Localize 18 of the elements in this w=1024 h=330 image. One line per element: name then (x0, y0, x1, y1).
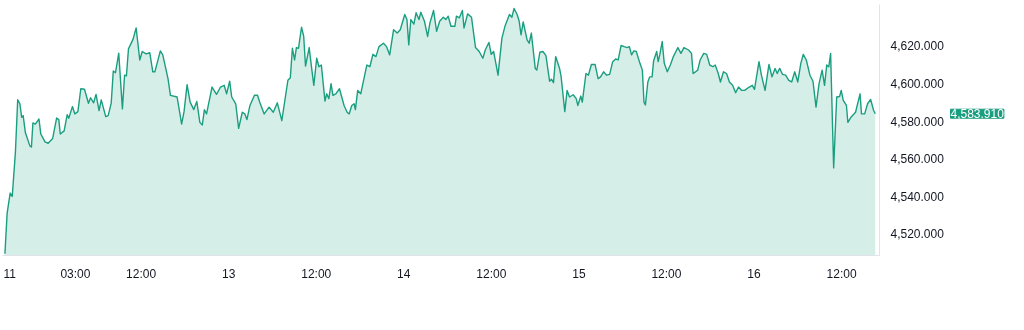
y-tick-label: 4,540.000 (890, 189, 945, 204)
y-tick-label: 4,520.000 (890, 227, 945, 242)
y-tick-label: 4,580.000 (890, 114, 945, 129)
x-tick-label: 16 (747, 266, 762, 281)
x-tick-label: 12:00 (826, 266, 857, 281)
x-tick-label: 15 (572, 266, 586, 281)
y-tick-label: 4,560.000 (890, 152, 945, 167)
x-tick-label: 11 (3, 266, 17, 281)
x-tick-label: 12:00 (301, 266, 332, 281)
x-tick-label: 13 (222, 266, 236, 281)
y-tick-label: 4,600.000 (890, 76, 945, 91)
x-tick-label: 14 (397, 266, 411, 281)
x-tick-label: 12:00 (651, 266, 682, 281)
x-tick-label: 12:00 (476, 266, 507, 281)
y-tick-label: 4,620.000 (890, 39, 945, 54)
x-tick-label: 12:00 (126, 266, 157, 281)
x-tick-label: 03:00 (60, 266, 91, 281)
text: 4,583.910 (950, 107, 1005, 122)
